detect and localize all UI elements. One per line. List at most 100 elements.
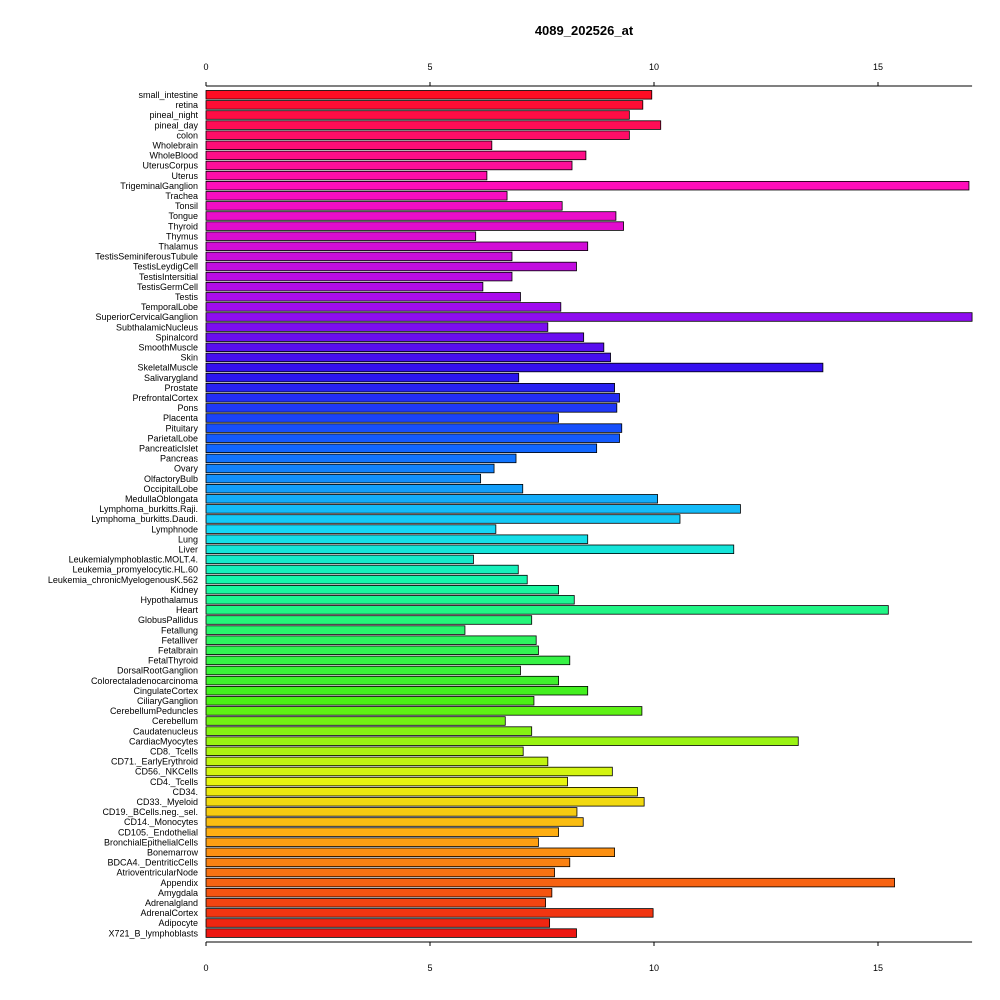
bar-TestisLeydigCell — [205, 261, 577, 272]
category-label: CD56._NKCells — [135, 767, 199, 777]
category-label: BronchialEpithelialCells — [104, 837, 199, 847]
bar-CD34. — [205, 787, 638, 797]
bar-CiliaryGanglion — [205, 696, 535, 706]
bar-Amygdala — [205, 888, 553, 898]
category-label: TestisLeydigCell — [133, 262, 198, 272]
category-label: CD71._EarlyErythroid — [111, 757, 198, 767]
category-label: Lymphnode — [151, 524, 198, 534]
category-label: Thymus — [166, 231, 199, 241]
bar-Fetalbrain — [205, 645, 539, 656]
category-label: Uterus — [171, 171, 198, 181]
top-tick-label: 15 — [873, 62, 883, 72]
bar-CD8._Tcells — [205, 746, 524, 757]
category-label: Caudatenucleus — [133, 726, 199, 736]
bar-CD71._EarlyErythroid — [205, 756, 549, 767]
top-tick-label: 0 — [203, 62, 208, 72]
category-label: Cerebellum — [152, 716, 198, 726]
category-label: WholeBlood — [149, 151, 198, 161]
bar-BDCA4._DentriticCells — [205, 857, 571, 868]
category-label: TestisIntersitial — [139, 272, 198, 282]
category-label: CD19._BCells.neg._sel. — [102, 807, 198, 817]
bar-BronchialEpithelialCells — [205, 837, 539, 847]
bar-Lung — [205, 534, 589, 544]
category-label: Kidney — [170, 585, 198, 595]
category-label: FetalThyroid — [148, 656, 198, 666]
bar-Leukemialymphoblastic.MOLT.4. — [205, 554, 474, 565]
bar-Fetalliver — [205, 635, 537, 645]
category-label: Lung — [178, 534, 198, 544]
bar-Pancreas — [205, 453, 517, 464]
category-label: BDCA4._DentriticCells — [107, 858, 198, 868]
category-label: CD8._Tcells — [150, 747, 199, 757]
category-label: CD33._Myeloid — [136, 797, 198, 807]
bar-AtrioventricularNode — [205, 867, 555, 878]
bar-pineal_day — [205, 120, 662, 130]
bar-Thyroid — [205, 221, 624, 231]
bar-TemporalLobe — [205, 302, 562, 312]
category-label: Heart — [176, 605, 199, 615]
category-label: CD105._Endothelial — [118, 827, 198, 837]
bar-TrigeminalGanglion — [205, 180, 970, 191]
bar-SuperiorCervicalGanglion — [205, 312, 973, 322]
bar-DorsalRootGanglion — [205, 665, 521, 676]
bar-Lymphoma_burkitts.Daudi. — [205, 514, 681, 524]
bottom-tick-label: 0 — [203, 963, 208, 973]
category-label: DorsalRootGanglion — [117, 666, 198, 676]
bar-small_intestine — [205, 90, 653, 100]
category-label: ParietalLobe — [147, 433, 198, 443]
bar-SkeletalMuscle — [205, 362, 824, 373]
category-label: Tonsil — [175, 201, 198, 211]
category-label: TemporalLobe — [141, 302, 198, 312]
bar-Uterus — [205, 170, 488, 181]
category-label: CingulateCortex — [133, 686, 198, 696]
bar-Wholebrain — [205, 140, 493, 151]
bottom-tick-label: 15 — [873, 963, 883, 973]
category-label: X721_B_lymphoblasts — [108, 928, 198, 938]
bar-PancreaticIslet — [205, 443, 598, 454]
category-label: OccipitalLobe — [143, 484, 198, 494]
bar-SubthalamicNucleus — [205, 322, 549, 332]
bar-CerebellumPeduncles — [205, 706, 643, 716]
bar-Heart — [205, 605, 889, 615]
category-label: SubthalamicNucleus — [116, 322, 199, 332]
category-label: CardiacMyocytes — [129, 736, 199, 746]
bar-Prostate — [205, 382, 615, 393]
bottom-axis: 0 5 10 15 — [203, 941, 973, 973]
bar-Colorectaladenocarcinoma — [205, 675, 559, 686]
category-label: CerebellumPeduncles — [110, 706, 199, 716]
category-label: retina — [175, 100, 198, 110]
bar-CD14._Monocytes — [205, 817, 584, 827]
category-label: Prostate — [164, 383, 198, 393]
bar-Liver — [205, 544, 735, 555]
bar-Bonemarrow — [205, 847, 615, 858]
category-label: Wholebrain — [152, 141, 198, 151]
bar-GlobusPallidus — [205, 615, 533, 625]
category-label: Pituitary — [165, 423, 198, 433]
category-label: Appendix — [160, 878, 198, 888]
bar-Placenta — [205, 413, 559, 423]
bottom-tick-label: 10 — [649, 963, 659, 973]
bar-Tongue — [205, 211, 617, 221]
category-label: OlfactoryBulb — [144, 474, 198, 484]
category-label: Placenta — [163, 413, 198, 423]
bar-CD105._Endothelial — [205, 827, 559, 837]
chart-title: 4089_202526_at — [535, 23, 634, 38]
bar-TestisGermCell — [205, 281, 484, 292]
bar-OlfactoryBulb — [205, 473, 482, 484]
bar-TestisSeminiferousTubule — [205, 251, 513, 262]
bar-Adrenalgland — [205, 898, 546, 908]
bar-Spinalcord — [205, 332, 585, 342]
bottom-tick-label: 5 — [427, 963, 432, 973]
category-label: CiliaryGanglion — [137, 696, 198, 706]
bar-Leukemia_chronicMyelogenousK.562 — [205, 574, 528, 585]
category-label: Skin — [180, 353, 198, 363]
top-tick-label: 5 — [427, 62, 432, 72]
bar-FetalThyroid — [205, 655, 571, 666]
bar-Adipocyte — [205, 918, 551, 928]
category-label: Pancreas — [160, 454, 199, 464]
category-label: Tongue — [168, 211, 198, 221]
category-label: Thalamus — [158, 242, 198, 252]
bar-MedullaOblongata — [205, 494, 658, 504]
bar-CD56._NKCells — [205, 766, 613, 777]
category-label: Colorectaladenocarcinoma — [91, 676, 198, 686]
